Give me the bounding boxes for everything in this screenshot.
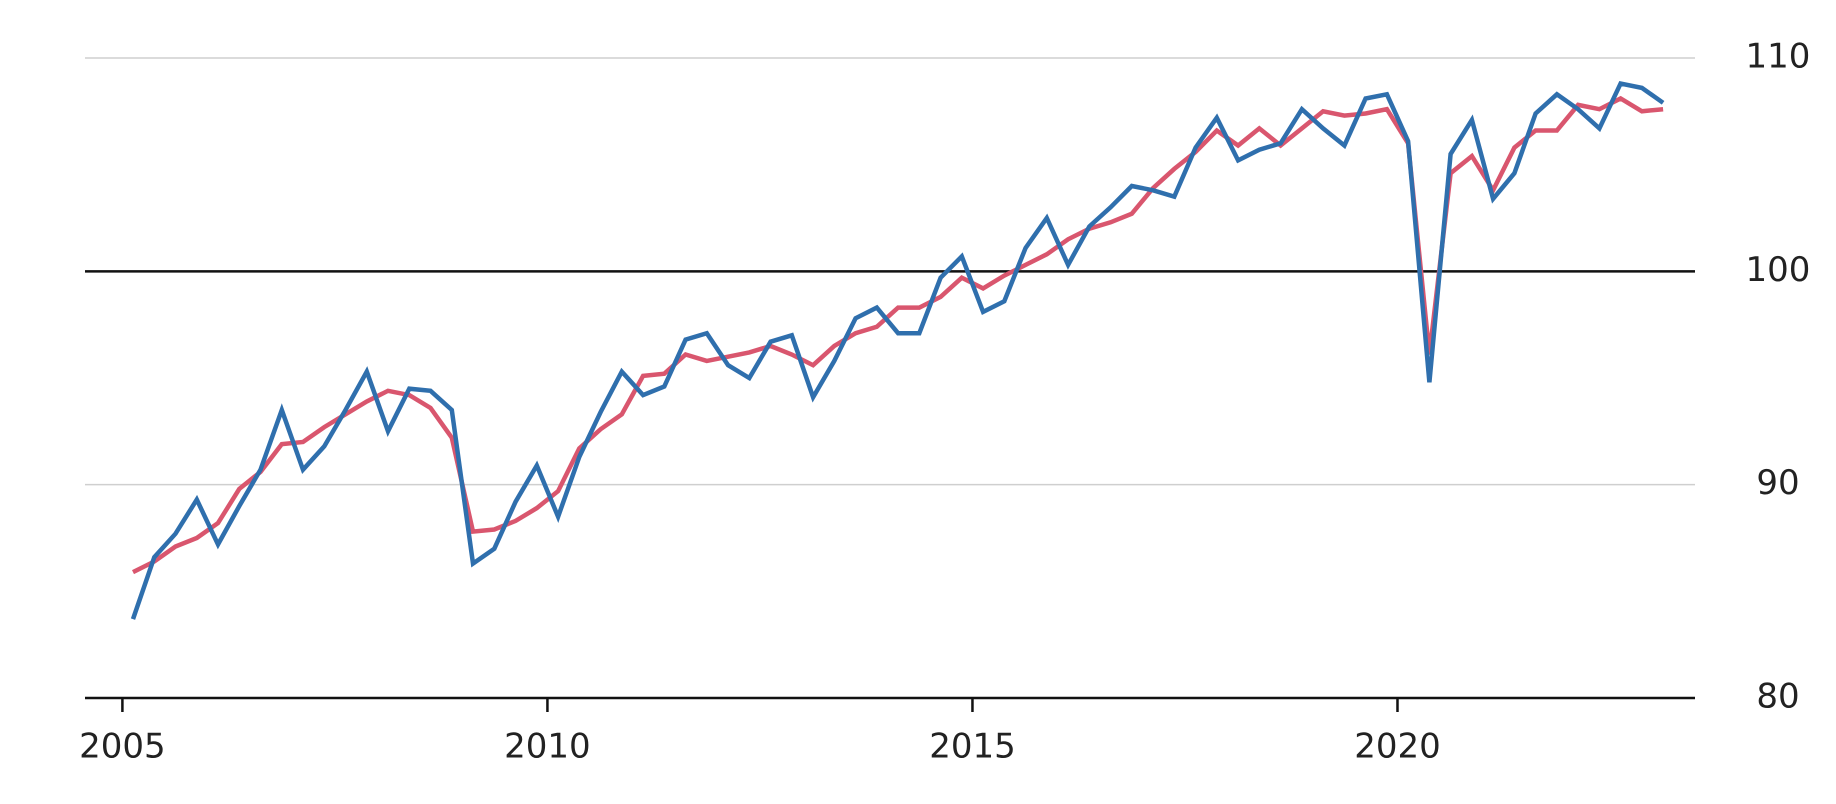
x-tick-label: 2005	[79, 727, 166, 767]
y-tick-label: 80	[1756, 677, 1799, 717]
x-tick-label: 2020	[1354, 727, 1441, 767]
series-line	[130, 81, 1665, 620]
y-tick-label: 100	[1746, 250, 1811, 290]
y-tick-label: 110	[1746, 37, 1811, 77]
y-tick-label: 90	[1756, 463, 1799, 503]
x-tick-label: 2010	[504, 727, 591, 767]
x-tick-label: 2015	[929, 727, 1016, 767]
